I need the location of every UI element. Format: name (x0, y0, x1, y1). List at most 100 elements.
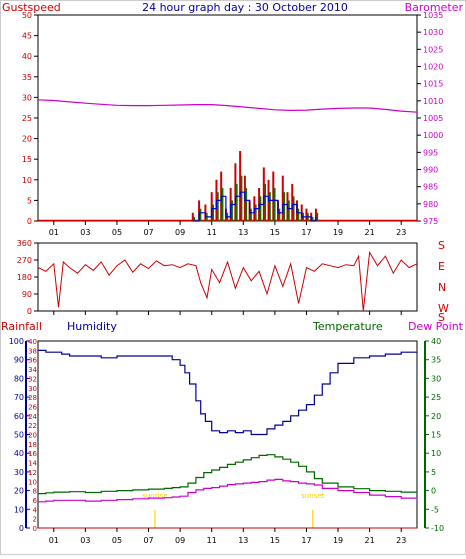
humidity-tick-label: 0 (19, 524, 24, 533)
humidity-x-tick-label: 05 (112, 536, 122, 545)
gust-tick-label: 5 (27, 196, 32, 205)
humidity-x-tick-label: 13 (238, 536, 248, 545)
wind-x-tick-label: 11 (207, 228, 217, 237)
humidity-tick-label: 30 (14, 468, 24, 477)
humidity-tick-label: 90 (14, 356, 24, 365)
compass-label: S (438, 311, 445, 324)
gust-tick-label: 10 (22, 176, 32, 185)
barometer-label: Barometer (405, 1, 464, 14)
barometer-tick-label: 1010 (423, 97, 443, 106)
direction-panel-frame (37, 242, 418, 312)
direction-tick-label: 90 (22, 290, 32, 299)
humidity-tick-label: 10 (14, 505, 24, 514)
wind-x-tick-label: 21 (365, 228, 375, 237)
barometer-tick-label: 1025 (423, 45, 443, 54)
compass-label: N (438, 281, 446, 294)
wind-minimum-line (192, 191, 317, 222)
gust-tick-label: 30 (22, 93, 32, 102)
barometer-line (37, 99, 418, 113)
direction-tick-label: 180 (17, 273, 32, 282)
rainfall-tick-label: 24 (28, 413, 37, 421)
humidity-x-tick-label: 15 (270, 536, 280, 545)
humidity-line (38, 349, 417, 436)
gust-tick-label: 45 (22, 32, 32, 41)
wind-x-tick-label: 13 (238, 228, 248, 237)
humidity-x-tick-label: 09 (175, 536, 185, 545)
humidity-x-tick-label: 03 (80, 536, 90, 545)
compass-label: S (438, 239, 445, 252)
wind-x-tick-label: 09 (175, 228, 185, 237)
temperature-tick-label: -5 (431, 505, 439, 514)
temperature-tick-label: 20 (431, 412, 441, 421)
barometer-tick-label: 1030 (423, 28, 443, 37)
rainfall-tick-label: 2 (33, 516, 37, 524)
rainfall-tick-label: 12 (28, 469, 37, 477)
barometer-tick-label: 1035 (423, 11, 443, 20)
gust-tick-label: 20 (22, 135, 32, 144)
gust-tick-label: 40 (22, 52, 32, 61)
wind-x-tick-label: 01 (49, 228, 59, 237)
humidity-tick-label: 80 (14, 374, 24, 383)
rainfall-tick-label: 40 (28, 338, 37, 346)
rainfall-tick-label: 6 (33, 497, 38, 505)
direction-tick-label: 270 (17, 256, 32, 265)
barometer-tick-label: 1015 (423, 80, 443, 89)
rainfall-tick-label: 0 (33, 525, 37, 533)
direction-tick-label: 0 (27, 307, 32, 316)
rainfall-tick-label: 30 (28, 385, 37, 393)
humidity-x-tick-label: 21 (365, 536, 375, 545)
rainfall-tick-label: 36 (28, 357, 37, 365)
rainfall-tick-label: 4 (33, 506, 38, 514)
temperature-tick-label: 40 (431, 337, 441, 346)
barometer-tick-label: 980 (423, 200, 438, 209)
barometer-tick-label: 1020 (423, 63, 443, 72)
gust-tick-label: 15 (22, 155, 32, 164)
barometer-tick-label: 995 (423, 148, 438, 157)
rainfall-tick-label: 32 (28, 375, 37, 383)
temperature-tick-label: 0 (431, 487, 436, 496)
wind-x-tick-label: 15 (270, 228, 280, 237)
barometer-tick-label: 985 (423, 183, 438, 192)
humidity-x-tick-label: 17 (301, 536, 311, 545)
temperature-tick-label: 10 (431, 449, 441, 458)
humidity-x-tick-label: 01 (49, 536, 59, 545)
chart-title: 24 hour graph day : 30 October 2010 (142, 1, 348, 14)
humidity-x-tick-label: 11 (207, 536, 217, 545)
wind-panel-frame (37, 14, 418, 222)
gust-tick-label: 50 (22, 11, 32, 20)
compass-label: W (438, 302, 449, 315)
temperature-tick-label: 15 (431, 431, 441, 440)
rainfall-tick-label: 22 (28, 422, 37, 430)
rainfall-tick-label: 16 (28, 450, 37, 458)
humidity-panel-frame (37, 340, 418, 529)
temperature-line (38, 454, 418, 495)
dewpoint-label: Dew Point (408, 320, 464, 333)
humidity-tick-label: 60 (14, 412, 24, 421)
temperature-tick-label: 5 (431, 468, 436, 477)
sunrise-label: sunrise (142, 492, 167, 500)
humidity-tick-label: 70 (14, 393, 24, 402)
humidity-x-tick-label: 07 (143, 536, 153, 545)
rainfall-tick-label: 14 (28, 460, 37, 468)
wind-x-tick-label: 17 (301, 228, 311, 237)
rainfall-tick-label: 38 (28, 347, 37, 355)
barometer-tick-label: 975 (423, 217, 438, 226)
direction-tick-label: 360 (17, 239, 32, 248)
barometer-tick-label: 1000 (423, 131, 443, 140)
humidity-tick-label: 100 (9, 337, 24, 346)
humidity-label: Humidity (67, 320, 117, 333)
humidity-x-tick-label: 23 (396, 536, 406, 545)
rainfall-tick-label: 28 (28, 394, 37, 402)
dewpoint-line (38, 478, 418, 503)
wind-x-tick-label: 05 (112, 228, 122, 237)
temperature-label: Temperature (312, 320, 383, 333)
rainfall-tick-label: 26 (28, 403, 37, 411)
rainfall-tick-label: 18 (28, 441, 37, 449)
wind-x-tick-label: 07 (143, 228, 153, 237)
gust-tick-label: 0 (27, 217, 32, 226)
temperature-tick-label: 25 (431, 393, 441, 402)
rainfall-tick-label: 34 (28, 366, 37, 374)
wind-x-tick-label: 23 (396, 228, 406, 237)
